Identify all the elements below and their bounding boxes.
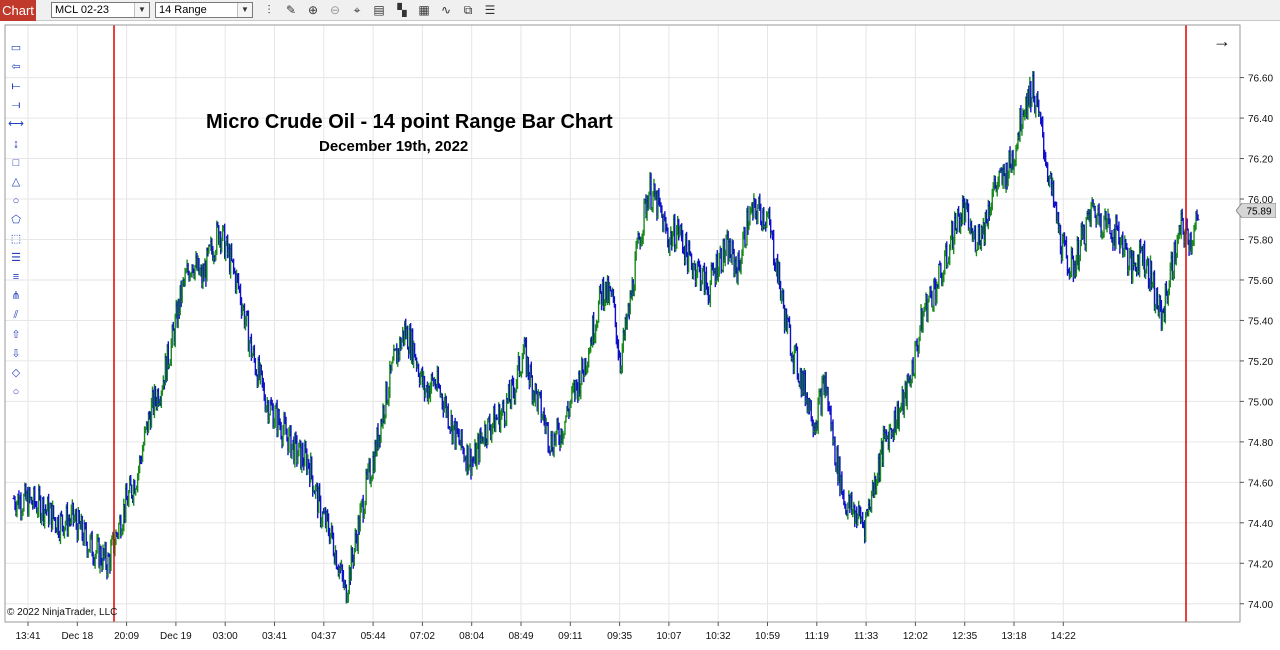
templates-icon[interactable]: ☰	[484, 3, 496, 17]
price-bar	[563, 420, 567, 436]
data-box-icon[interactable]: ▤	[373, 3, 385, 17]
x-tick-label: 08:04	[459, 631, 484, 642]
x-tick-label: 14:22	[1051, 631, 1076, 642]
chevron-down-icon: ▼	[134, 3, 149, 17]
region-icon[interactable]: ⬚	[10, 233, 22, 245]
scroll-to-latest-arrow-icon[interactable]: →	[1213, 31, 1231, 51]
period-value: 14 Range	[159, 4, 207, 16]
axes	[4, 24, 1244, 626]
x-tick-label: 09:11	[558, 631, 583, 642]
x-tick-label: 11:33	[854, 631, 879, 642]
diamond-icon[interactable]: ◇	[11, 366, 21, 379]
y-tick-label: 74.60	[1248, 478, 1273, 489]
x-tick-label: 09:35	[607, 631, 632, 642]
y-tick-label: 74.20	[1248, 559, 1273, 570]
price-bar	[913, 341, 917, 379]
ruler-icon[interactable]: ▭	[10, 42, 22, 54]
chart-style-icon[interactable]: ▚	[397, 3, 407, 17]
price-chart[interactable]: 76.60 76.40 76.20 76.00 75.80 75.60 75.40 75.20…	[0, 22, 1280, 650]
y-tick-label: 74.40	[1248, 519, 1273, 530]
x-tick-label: 10:32	[706, 631, 731, 642]
plot-frame	[4, 24, 1241, 623]
properties-icon[interactable]: ▦	[418, 3, 430, 17]
x-tick-label: 20:09	[114, 631, 139, 642]
price-bar	[788, 324, 792, 356]
x-tick-label: 03:00	[213, 631, 238, 642]
arrow-up-icon[interactable]: ⇧	[11, 328, 21, 341]
chart-toolbar: Chart MCL 02-23 ▼ 14 Range ▼ ⫶ ✎ ⊕ ⊖ ⌖ ▤…	[0, 0, 1280, 21]
price-bars	[12, 71, 1200, 604]
ellipse-icon[interactable]: ○	[12, 194, 20, 207]
y-tick-label: 75.80	[1248, 235, 1273, 246]
arrow-down-icon[interactable]: ⇩	[11, 347, 21, 360]
y-tick-label: 75.00	[1248, 397, 1273, 408]
pencil-icon[interactable]: ✎	[285, 3, 297, 17]
x-tick-label: 10:07	[656, 631, 681, 642]
x-tick-label: 08:49	[508, 631, 533, 642]
extended-line-icon[interactable]: ⟷	[8, 118, 24, 131]
x-tick-label: 13:41	[15, 631, 40, 642]
x-tick-label: 04:37	[311, 631, 336, 642]
dot-icon[interactable]: ○	[12, 385, 20, 398]
y-tick-label: 75.20	[1248, 357, 1273, 368]
y-tick-label: 74.00	[1248, 600, 1273, 611]
price-axis-labels: 76.60 76.40 76.20 76.00 75.80 75.60 75.40 75.20…	[1248, 74, 1273, 611]
instrument-select[interactable]: MCL 02-23 ▼	[51, 2, 150, 18]
x-tick-label: Dec 18	[61, 631, 93, 642]
risk-reward-icon[interactable]: ⇦	[11, 61, 21, 74]
parallel-channel-icon[interactable]: ⫽	[13, 309, 19, 322]
copyright-text: © 2022 NinjaTrader, LLC	[7, 607, 118, 618]
period-select[interactable]: 14 Range ▼	[155, 2, 253, 18]
x-tick-label: 10:59	[755, 631, 780, 642]
current-price-badge: 75.89	[1236, 203, 1276, 218]
x-tick-label: 12:35	[952, 631, 977, 642]
x-tick-label: 03:41	[262, 631, 287, 642]
y-tick-label: 76.40	[1248, 114, 1273, 125]
session-lines	[113, 25, 1187, 622]
y-tick-label: 75.60	[1248, 276, 1273, 287]
y-tick-label: 76.20	[1248, 155, 1273, 166]
strategies-icon[interactable]: ⧉	[463, 3, 473, 17]
fibonacci-extension-icon[interactable]: ≡	[12, 271, 20, 284]
zoom-out-icon[interactable]: ⊖	[329, 3, 341, 17]
price-bar	[1084, 217, 1088, 252]
arrow-line-icon[interactable]: ↨	[13, 137, 19, 150]
triangle-icon[interactable]: △	[11, 175, 21, 188]
chart-subtitle: December 19th, 2022	[319, 138, 469, 155]
current-price-label: 75.89	[1246, 207, 1271, 218]
y-tick-label: 76.00	[1248, 195, 1273, 206]
crosshair-icon[interactable]: ⌖	[353, 3, 361, 17]
chevron-down-icon: ▼	[237, 3, 252, 17]
line-icon[interactable]: ⟝	[11, 80, 21, 93]
x-tick-label: 13:18	[1001, 631, 1026, 642]
x-tick-label: 11:19	[805, 631, 830, 642]
price-bar	[1196, 214, 1200, 221]
chart-title: Micro Crude Oil - 14 point Range Bar Cha…	[206, 111, 613, 133]
andrews-pitchfork-icon[interactable]: ⋔	[11, 290, 21, 303]
indicators-icon[interactable]: ∿	[440, 3, 452, 17]
zoom-in-icon[interactable]: ⊕	[307, 3, 319, 17]
bar-type-icon[interactable]: ⫶	[267, 3, 271, 17]
fibonacci-retracement-icon[interactable]: ☰	[11, 252, 21, 265]
time-axis-labels: 13:41 Dec 18 20:09 Dec 19 03:00 03:41 04:37 05:…	[15, 631, 1076, 642]
chart-tab[interactable]: Chart	[0, 0, 36, 21]
instrument-value: MCL 02-23	[55, 4, 110, 16]
x-tick-label: 05:44	[361, 631, 386, 642]
rectangle-icon[interactable]: □	[12, 156, 20, 169]
y-tick-label: 76.60	[1248, 74, 1273, 85]
ray-icon[interactable]: ⟞	[11, 99, 21, 112]
x-tick-label: 12:02	[903, 631, 928, 642]
y-tick-label: 75.40	[1248, 316, 1273, 327]
x-tick-label: 07:02	[410, 631, 435, 642]
polygon-icon[interactable]: ⬠	[11, 213, 21, 226]
chart-grid	[5, 25, 1240, 622]
x-tick-label: Dec 19	[160, 631, 192, 642]
y-tick-label: 74.80	[1248, 438, 1273, 449]
